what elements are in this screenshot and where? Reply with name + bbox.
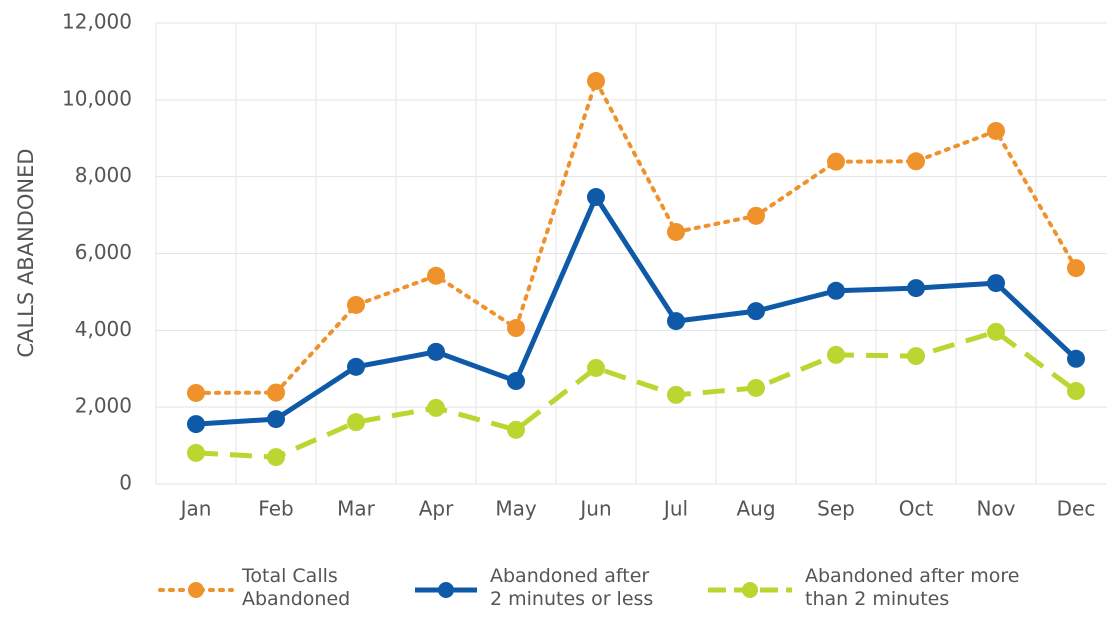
data-point xyxy=(907,347,925,366)
data-point xyxy=(187,383,205,402)
data-point xyxy=(747,302,765,321)
data-point xyxy=(507,319,525,338)
data-point xyxy=(587,72,605,91)
legend-swatch-dot xyxy=(438,582,454,598)
y-tick-label: 2,000 xyxy=(75,394,132,418)
legend-label: Abandoned after 2 minutes or less xyxy=(490,565,654,610)
data-point xyxy=(587,358,605,377)
data-point xyxy=(667,222,685,241)
data-point xyxy=(1067,382,1085,401)
legend-label: Total Calls Abandoned xyxy=(242,565,351,610)
data-point xyxy=(827,281,845,300)
y-tick-label: 12,000 xyxy=(62,10,132,34)
data-point xyxy=(187,415,205,434)
data-point xyxy=(347,413,365,432)
data-point xyxy=(347,295,365,314)
legend-swatch-dot xyxy=(188,582,204,598)
data-point xyxy=(427,266,445,285)
data-point xyxy=(507,372,525,391)
x-tick-label: Dec xyxy=(1057,497,1096,521)
x-tick-label: Sep xyxy=(817,497,855,521)
x-tick-label: Jun xyxy=(578,497,611,521)
legend-swatch-dot xyxy=(742,582,758,598)
series-line xyxy=(195,329,1078,460)
x-tick-label: Oct xyxy=(899,497,934,521)
data-point xyxy=(187,443,205,462)
data-point xyxy=(907,152,925,171)
data-point xyxy=(987,274,1005,293)
x-tick-label: Apr xyxy=(419,497,454,521)
data-point xyxy=(427,398,445,417)
data-point xyxy=(827,152,845,171)
data-point xyxy=(667,385,685,404)
data-point xyxy=(267,448,285,467)
data-point xyxy=(1067,259,1085,278)
x-tick-label: May xyxy=(495,497,537,521)
x-tick-label: Nov xyxy=(976,497,1015,521)
x-tick-label: Feb xyxy=(258,497,293,521)
y-tick-label: 10,000 xyxy=(62,86,132,110)
series-line xyxy=(195,194,1078,427)
data-point xyxy=(427,342,445,361)
x-tick-label: Jul xyxy=(662,497,688,521)
legend-label: Abandoned after more than 2 minutes xyxy=(805,565,1020,610)
data-point xyxy=(267,383,285,402)
data-point xyxy=(347,357,365,376)
data-point xyxy=(1067,349,1085,368)
series-line xyxy=(194,79,1078,395)
y-tick-label: 4,000 xyxy=(75,317,132,341)
data-point xyxy=(587,188,605,207)
data-point xyxy=(907,279,925,298)
y-tick-label: 8,000 xyxy=(75,163,132,187)
x-tick-label: Mar xyxy=(337,497,376,521)
x-tick-label: Jan xyxy=(179,497,212,521)
data-point xyxy=(747,206,765,225)
y-tick-label: 0 xyxy=(119,471,132,495)
data-point xyxy=(507,420,525,439)
x-tick-label: Aug xyxy=(736,497,775,521)
data-point xyxy=(267,410,285,429)
y-axis-label: CALLS ABANDONED xyxy=(14,148,38,357)
data-point xyxy=(827,345,845,364)
data-point xyxy=(747,378,765,397)
data-point xyxy=(667,312,685,331)
data-point xyxy=(987,322,1005,341)
y-tick-label: 6,000 xyxy=(75,240,132,264)
data-point xyxy=(987,121,1005,140)
